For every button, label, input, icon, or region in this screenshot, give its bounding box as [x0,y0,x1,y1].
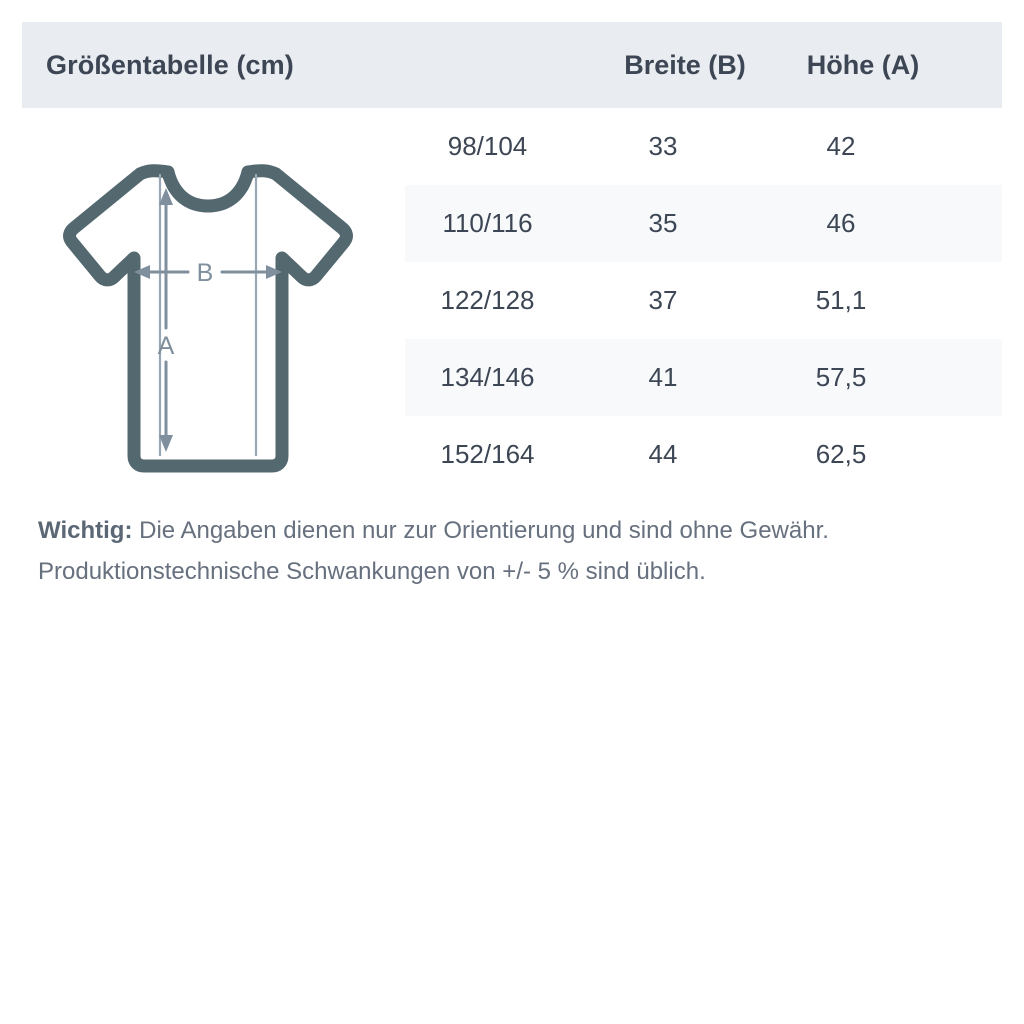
width-label: B [197,259,214,287]
measure-guide-lines [158,174,258,456]
cell-width: 35 [648,208,678,238]
width-dimension-arrow [134,265,282,279]
column-header-width: Breite (B) [624,49,746,80]
cell-height: 62,5 [815,439,867,469]
tshirt-icon [63,164,353,473]
height-dimension-arrow [159,188,173,452]
cell-width: 37 [648,285,678,315]
disclaimer-note: Wichtig: Die Angaben dienen nur zur Orie… [38,510,978,592]
cell-size: 134/146 [440,362,535,392]
column-header-height: Höhe (A) [806,49,920,80]
cell-size: 110/116 [442,208,533,238]
cell-height: 51,1 [815,285,867,315]
cell-size: 152/164 [440,439,535,469]
size-table-body: 98/104 33 42 110/116 35 46 122/128 37 51… [405,108,1002,493]
table-row: 110/116 35 46 [405,185,1002,262]
cell-size: 98/104 [447,131,528,161]
height-label: A [158,332,175,360]
disclaimer-label: Wichtig: [38,517,133,544]
cell-width: 41 [648,362,678,392]
table-row: 152/164 44 62,5 [405,416,1002,493]
page-title: Größentabelle (cm) [46,49,294,80]
cell-size: 122/128 [440,285,535,315]
cell-width: 44 [648,439,678,469]
cell-height: 46 [826,208,856,238]
disclaimer-line-1: Die Angaben dienen nur zur Orientierung … [132,517,829,544]
table-row: 98/104 33 42 [405,108,1002,185]
disclaimer-line-2: Produktionstechnische Schwankungen von +… [38,558,706,585]
table-row: 134/146 41 57,5 [405,339,1002,416]
table-header-row: Größentabelle (cm) Breite (B) Höhe (A) [22,22,1002,108]
tshirt-diagram: B A [56,150,386,490]
cell-width: 33 [648,131,678,161]
table-row: 122/128 37 51,1 [405,262,1002,339]
cell-height: 42 [826,131,856,161]
cell-height: 57,5 [815,362,867,392]
